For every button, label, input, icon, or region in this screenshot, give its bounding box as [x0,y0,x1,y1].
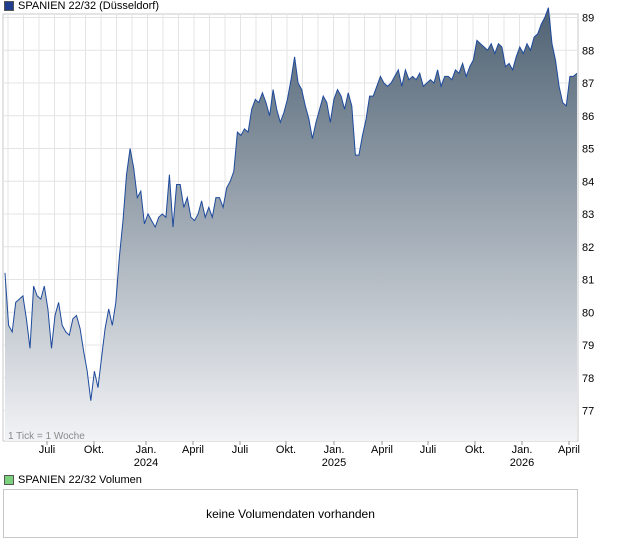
y-tick-label: 89 [582,13,594,25]
y-tick-label: 77 [582,406,594,418]
price-area [5,7,577,441]
x-tick-label: Jan. [136,444,157,456]
y-tick-label: 85 [582,144,594,156]
y-axis: 77 78 79 80 81 82 83 84 85 86 87 88 89 [582,13,594,418]
volume-message: keine Volumendaten vorhanden [206,506,375,521]
price-legend: SPANIEN 22/32 (Düsseldorf) [4,0,159,12]
y-tick-label: 81 [582,275,594,287]
y-tick-label: 80 [582,307,594,319]
x-tick-label: Juli [420,444,437,456]
x-tick-label: Jan. [324,444,345,456]
y-tick-label: 79 [582,340,594,352]
x-tick-label: Okt. [276,444,296,456]
volume-legend-label: SPANIEN 22/32 Volumen [18,474,142,486]
x-tick-label: April [558,444,580,456]
price-legend-swatch [4,1,14,11]
y-tick-label: 86 [582,111,594,123]
y-tick-label: 87 [582,78,594,90]
x-tick-year: 2024 [134,457,158,469]
x-tick-year: 2025 [322,457,346,469]
price-legend-label: SPANIEN 22/32 (Düsseldorf) [18,0,160,12]
x-tick-label: April [371,444,393,456]
y-tick-label: 88 [582,45,594,57]
y-tick-label: 83 [582,209,594,221]
x-tick-year: 2026 [510,457,534,469]
x-tick-label: Okt. [84,444,104,456]
volume-legend: SPANIEN 22/32 Volumen [4,474,142,486]
price-line [4,7,578,401]
volume-legend-swatch [4,475,14,485]
x-tick-label: Jan. [512,444,533,456]
tick-note: 1 Tick = 1 Woche [8,431,85,442]
x-tick-label: Juli [232,444,249,456]
y-tick-label: 78 [582,373,594,385]
y-tick-label: 84 [582,176,594,188]
volume-panel: keine Volumendaten vorhanden [3,489,578,538]
x-tick-label: Juli [39,444,56,456]
x-tick-label: April [182,444,204,456]
y-tick-label: 82 [582,242,594,254]
x-tick-label: Okt. [465,444,485,456]
